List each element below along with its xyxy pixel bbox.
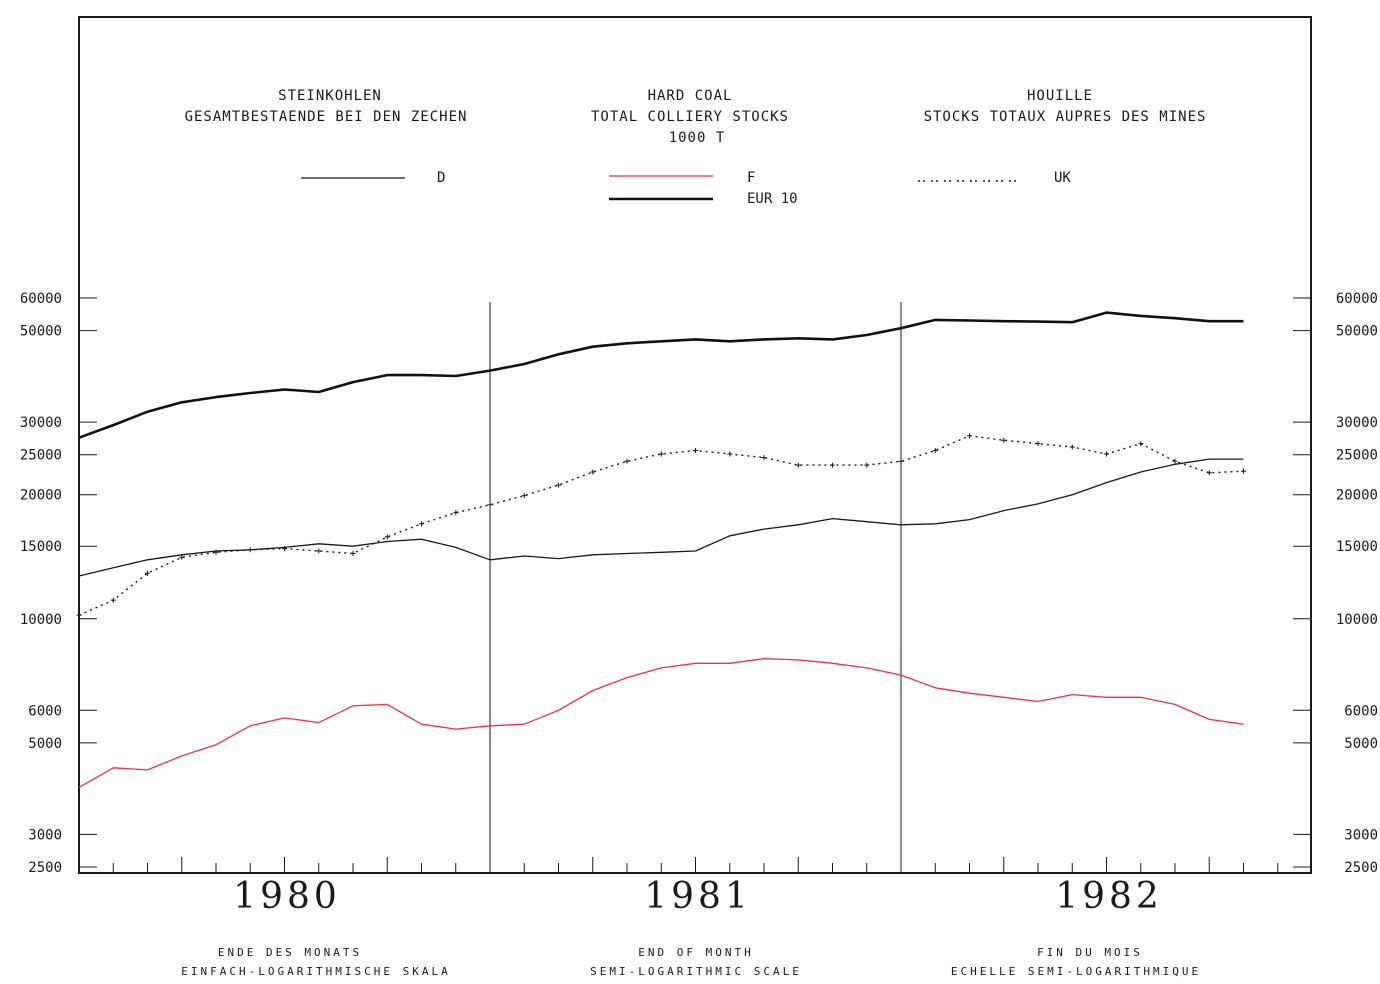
- footer-en: END OF MONTH SEMI-LOGARITHMIC SCALE: [590, 946, 802, 978]
- series-point-uk: [282, 546, 287, 552]
- series-point-uk: [1138, 441, 1144, 447]
- x-axis-ticks: [112, 857, 1279, 873]
- y-tick-label-right: 50000: [1336, 324, 1378, 340]
- y-tick-label-left: 50000: [20, 324, 62, 340]
- y-tick-label-left: 20000: [20, 488, 62, 504]
- footer-fr-line1: FIN DU MOIS: [1037, 946, 1143, 959]
- footer-en-line2: SEMI-LOGARITHMIC SCALE: [590, 965, 802, 978]
- y-tick-label-left: 3000: [28, 827, 62, 843]
- series-point-uk: [453, 510, 459, 516]
- y-tick-label-right: 2500: [1344, 860, 1378, 876]
- series-line-d: [78, 458, 1244, 577]
- header-en-line2: TOTAL COLLIERY STOCKS: [591, 109, 789, 125]
- series-point-uk: [624, 458, 630, 464]
- y-tick-label-right: 30000: [1336, 415, 1378, 431]
- series-point-uk: [932, 448, 938, 453]
- series-point-uk: [179, 554, 185, 560]
- y-tick-label-left: 30000: [20, 415, 62, 431]
- y-tick-label-right: 20000: [1336, 488, 1378, 504]
- series-point-uk: [1172, 458, 1178, 464]
- series-line-f: [78, 658, 1244, 788]
- footer-de-line1: ENDE DES MONATS: [218, 946, 362, 959]
- series-point-uk: [1069, 444, 1075, 450]
- header-en-line1: HARD COAL: [648, 88, 733, 104]
- year-label-1981: 1981: [644, 876, 752, 917]
- y-tick-label-left: 2500: [28, 860, 62, 876]
- legend-label-f: F: [747, 170, 755, 186]
- header-fr-line2: STOCKS TOTAUX AUPRES DES MINES: [924, 109, 1207, 125]
- y-axis-right: 60000 50000 30000 25000 20000 15000 10000 6000 5…: [1293, 291, 1378, 876]
- y-tick-label-left: 10000: [20, 612, 62, 628]
- series-point-uk: [761, 455, 767, 461]
- series-point-uk: [830, 462, 835, 468]
- legend-item-uk: UK: [918, 170, 1071, 186]
- series-line-uk: [78, 434, 1244, 616]
- header-en-line3: 1000 T: [669, 130, 726, 146]
- series-point-uk: [247, 547, 253, 553]
- legend-label-uk: UK: [1054, 170, 1071, 186]
- y-tick-label-right: 5000: [1344, 736, 1378, 752]
- y-tick-label-left: 25000: [20, 448, 62, 464]
- series-point-uk: [590, 469, 596, 475]
- legend-item-eur10: EUR 10: [609, 191, 798, 207]
- footer-fr-line2: ECHELLE SEMI-LOGARITHMIQUE: [951, 965, 1201, 978]
- y-tick-label-left: 5000: [28, 736, 62, 752]
- legend-item-d: D: [301, 170, 445, 186]
- series-line-eur10: [78, 311, 1244, 439]
- header-de: STEINKOHLEN GESAMTBESTAENDE BEI DEN ZECH…: [185, 88, 468, 125]
- legend: D F EUR 10 UK: [301, 170, 1071, 207]
- series-point-uk: [213, 549, 219, 555]
- series-uk: [76, 433, 1246, 618]
- series-point-uk: [795, 462, 801, 468]
- series-point-uk: [487, 502, 493, 508]
- series-point-uk: [521, 493, 527, 499]
- series-point-uk: [350, 551, 356, 556]
- header-fr-line1: HOUILLE: [1027, 88, 1093, 104]
- y-tick-label-right: 15000: [1336, 539, 1378, 555]
- series-point-uk: [76, 612, 82, 618]
- series-point-uk: [898, 458, 904, 464]
- series-point-uk: [1104, 451, 1109, 457]
- series-point-uk: [316, 548, 322, 554]
- y-tick-label-right: 3000: [1344, 827, 1378, 843]
- legend-label-d: D: [437, 170, 445, 186]
- series-point-uk: [1001, 437, 1007, 443]
- footer-de: ENDE DES MONATS EINFACH-LOGARITHMISCHE S…: [181, 946, 450, 978]
- legend-item-f: F: [609, 170, 755, 186]
- series-point-uk: [556, 482, 561, 488]
- footer-fr: FIN DU MOIS ECHELLE SEMI-LOGARITHMIQUE: [951, 946, 1201, 978]
- series-point-uk: [967, 433, 972, 439]
- header-fr: HOUILLE STOCKS TOTAUX AUPRES DES MINES: [924, 88, 1207, 125]
- header-de-line2: GESAMTBESTAENDE BEI DEN ZECHEN: [185, 109, 468, 125]
- y-tick-label-left: 6000: [28, 703, 62, 719]
- y-tick-label-left: 15000: [20, 539, 62, 555]
- legend-label-eur10: EUR 10: [747, 191, 798, 207]
- footer-de-line2: EINFACH-LOGARITHMISCHE SKALA: [181, 965, 450, 978]
- series-point-uk: [110, 597, 116, 603]
- series-point-uk: [1206, 470, 1212, 476]
- y-tick-label-right: 25000: [1336, 448, 1378, 464]
- y-tick-label-right: 6000: [1344, 703, 1378, 719]
- header-de-line1: STEINKOHLEN: [278, 88, 382, 104]
- y-tick-label-left: 60000: [20, 291, 62, 307]
- series-point-uk: [658, 451, 664, 457]
- footer-en-line1: END OF MONTH: [638, 946, 753, 959]
- header-en: HARD COAL TOTAL COLLIERY STOCKS 1000 T: [591, 88, 789, 146]
- y-axis-left: 60000 50000 30000 25000 20000 15000 10000 6000 5…: [20, 291, 97, 876]
- y-tick-label-right: 60000: [1336, 291, 1378, 307]
- series-point-uk: [145, 570, 150, 576]
- series-point-uk: [1035, 441, 1041, 447]
- series-layer: [76, 311, 1246, 788]
- series-point-uk: [864, 462, 870, 468]
- series-point-uk: [727, 451, 733, 457]
- series-point-uk: [1241, 468, 1246, 474]
- y-tick-label-right: 10000: [1336, 612, 1378, 628]
- series-point-uk: [693, 448, 698, 453]
- year-label-1980: 1980: [233, 876, 341, 917]
- year-label-1982: 1982: [1055, 876, 1163, 917]
- series-point-uk: [419, 521, 424, 527]
- series-point-uk: [384, 534, 390, 540]
